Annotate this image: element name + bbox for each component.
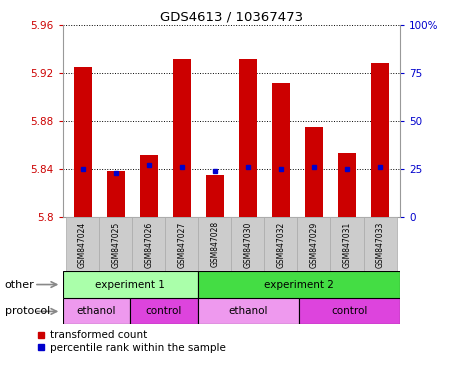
Bar [206,175,224,217]
Bar [272,83,290,217]
Text: protocol: protocol [5,306,50,316]
Bar [331,217,364,271]
Text: GSM847033: GSM847033 [376,221,385,268]
Text: GSM847030: GSM847030 [243,221,252,268]
Bar [232,217,265,271]
Bar [63,271,198,298]
Bar [73,67,92,217]
Bar [130,298,198,324]
Text: control: control [146,306,182,316]
Text: ethanol: ethanol [228,306,268,316]
Bar [198,271,400,298]
Legend: transformed count, percentile rank within the sample: transformed count, percentile rank withi… [37,330,226,353]
Bar [140,154,158,217]
Text: GSM847026: GSM847026 [144,221,153,268]
Text: GSM847024: GSM847024 [78,221,87,268]
Text: experiment 2: experiment 2 [264,280,334,290]
Bar [305,127,323,217]
Bar [198,217,232,271]
Text: GSM847025: GSM847025 [111,221,120,268]
Bar [198,298,299,324]
Text: control: control [331,306,367,316]
Text: other: other [5,280,34,290]
Bar [63,298,130,324]
Text: GSM847031: GSM847031 [343,221,352,268]
Bar [371,63,389,217]
Bar [239,58,257,217]
Text: GSM847028: GSM847028 [210,221,219,267]
Text: GSM847029: GSM847029 [310,221,319,268]
Text: GSM847032: GSM847032 [276,221,286,268]
Bar [338,153,356,217]
Bar [132,217,165,271]
Bar [99,217,132,271]
Bar [265,217,298,271]
Bar [298,217,331,271]
Bar [299,298,400,324]
Bar [106,171,125,217]
Bar [66,217,99,271]
Bar [165,217,198,271]
Text: experiment 1: experiment 1 [95,280,165,290]
Bar [364,217,397,271]
Text: ethanol: ethanol [77,306,116,316]
Bar [173,58,191,217]
Text: GSM847027: GSM847027 [177,221,186,268]
Title: GDS4613 / 10367473: GDS4613 / 10367473 [160,11,303,24]
